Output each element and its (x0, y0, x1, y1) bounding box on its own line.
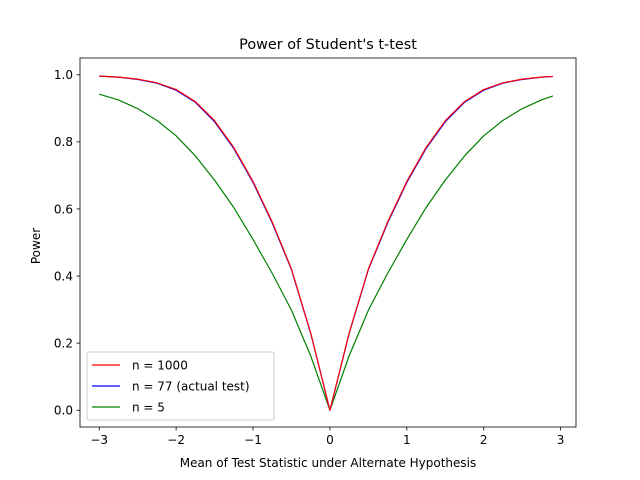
legend-label-2: n = 5 (132, 400, 165, 414)
legend-box (86, 351, 275, 421)
y-tick-label: 0.2 (54, 336, 73, 350)
legend-label-0: n = 1000 (132, 358, 188, 372)
y-tick-label: 0.8 (54, 135, 73, 149)
x-tick-label: −1 (244, 433, 262, 447)
chart-title: Power of Student's t-test (239, 37, 417, 53)
series-line-0 (99, 75, 553, 411)
y-tick-label: 1.0 (54, 68, 73, 82)
legend: n = 1000 n = 77 (actual test) n = 5 (86, 351, 275, 421)
y-tick-label: 0.6 (54, 202, 73, 216)
x-tick-label: 1 (403, 433, 411, 447)
y-tick-label: 0.0 (54, 404, 73, 418)
x-tick-label: 2 (480, 433, 488, 447)
y-axis: 0.0 0.2 0.4 0.6 0.8 1.0 (54, 68, 80, 418)
plot-frame (79, 57, 577, 428)
x-axis-label: Mean of Test Statistic under Alternate H… (180, 456, 477, 470)
y-tick-label: 0.4 (54, 269, 73, 283)
x-axis: −3 −2 −1 0 1 2 3 (90, 427, 564, 447)
x-tick-label: −3 (90, 433, 108, 447)
x-tick-label: 0 (326, 433, 334, 447)
legend-label-1: n = 77 (actual test) (132, 379, 250, 393)
series-layer (99, 75, 554, 411)
x-tick-label: −2 (167, 433, 185, 447)
x-tick-label: 3 (557, 433, 565, 447)
y-axis-label: Power (29, 228, 43, 264)
